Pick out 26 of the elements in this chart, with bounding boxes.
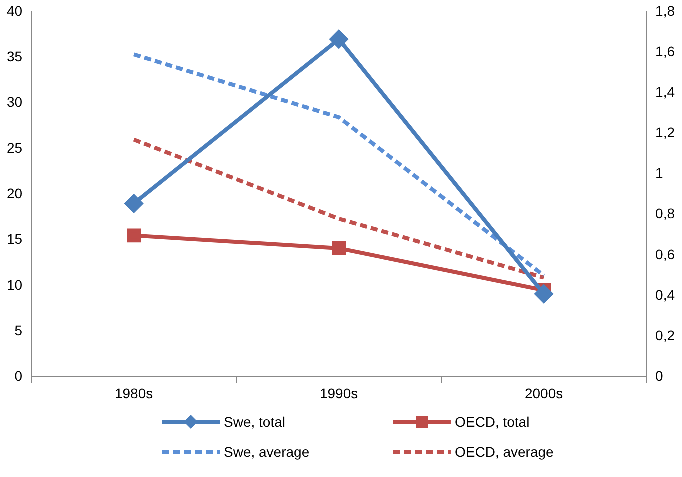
y2-tick-label: 0,2 [656, 327, 676, 344]
y2-tick-label: 0,8 [656, 206, 676, 222]
legend-label: OECD, average [455, 444, 554, 460]
y2-tick-label: 1,2 [656, 124, 676, 141]
x-tick-label: 1980s [114, 385, 154, 402]
y2-tick-label: 1 [656, 165, 664, 182]
x-tick-label: 2000s [524, 385, 564, 402]
y-tick-label: 25 [6, 140, 23, 156]
y-tick-label: 15 [6, 231, 23, 248]
y2-tick-label: 0,4 [656, 286, 676, 303]
y-tick-label: 5 [14, 322, 23, 338]
y-tick-label: 40 [6, 2, 23, 19]
y-tick-label: 20 [6, 185, 23, 202]
y2-tick-label: 0 [656, 368, 664, 384]
y-tick-label: 30 [6, 94, 23, 110]
y-tick-label: 10 [6, 276, 23, 293]
y2-tick-label: 0,6 [656, 246, 676, 262]
y2-tick-label: 1,6 [656, 43, 676, 60]
y-tick-label: 0 [14, 368, 23, 384]
legend-label: OECD, total [455, 414, 530, 430]
y2-tick-label: 1,8 [656, 2, 676, 19]
x-tick-label: 1990s [320, 385, 358, 402]
y-tick-label: 35 [6, 48, 23, 65]
y2-tick-label: 1,4 [656, 84, 676, 100]
legend-label: Swe, average [224, 444, 310, 460]
legend-label: Swe, total [224, 414, 286, 430]
